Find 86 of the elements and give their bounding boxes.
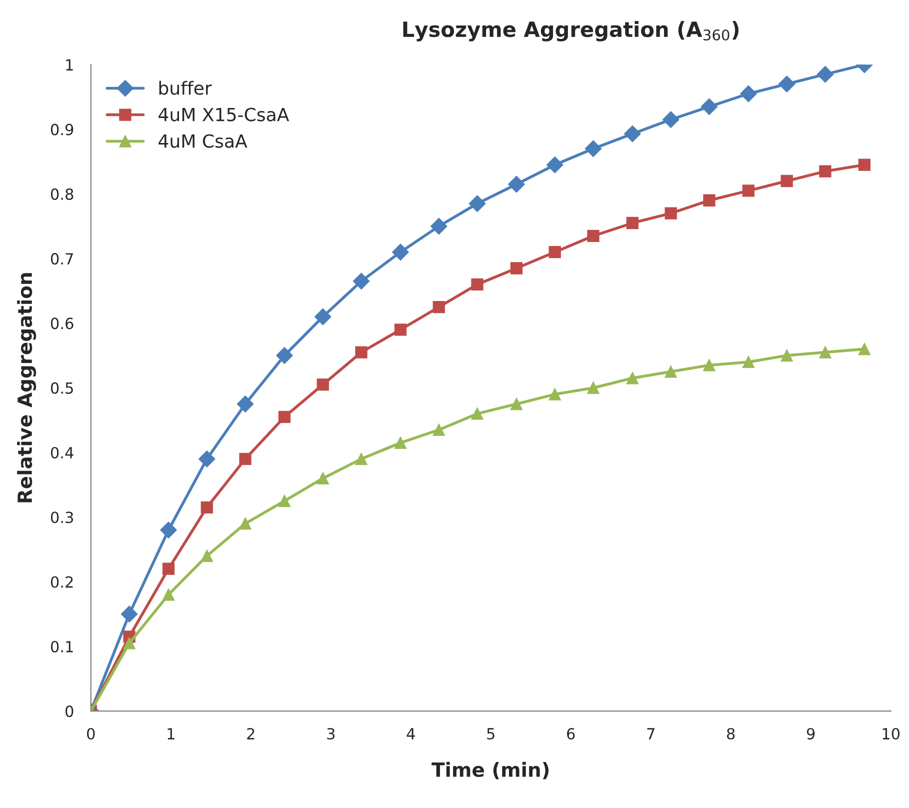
- x-axis-title: Time (min): [432, 762, 549, 780]
- x-tick-label: 9: [806, 728, 815, 740]
- point: [742, 184, 755, 197]
- x-tick-label: 4: [406, 728, 415, 740]
- point: [587, 230, 600, 242]
- point: [278, 410, 291, 424]
- point: [432, 300, 445, 314]
- point: [548, 388, 561, 400]
- point: [239, 452, 252, 466]
- point: [200, 550, 213, 562]
- point: [276, 347, 293, 364]
- point: [508, 176, 525, 193]
- point: [355, 452, 368, 466]
- x-tick-label: 1: [168, 728, 174, 740]
- point: [626, 372, 639, 384]
- point: [162, 588, 175, 601]
- point: [587, 382, 600, 394]
- point: [392, 244, 409, 260]
- x-tick-label: 2: [247, 728, 254, 740]
- point: [700, 98, 718, 116]
- point: [471, 408, 484, 420]
- point: [278, 494, 291, 508]
- point: [239, 518, 252, 530]
- y-tick-label: 0.1: [50, 640, 73, 652]
- point: [858, 158, 870, 171]
- y-tick-label: 1: [66, 59, 73, 70]
- point: [314, 308, 332, 326]
- point: [816, 66, 834, 83]
- point: [316, 472, 329, 484]
- y-axis-title: Relative Aggregation: [17, 273, 36, 502]
- legend-label: 4uM X15-CsaA: [158, 108, 290, 122]
- point: [510, 398, 523, 410]
- point: [468, 195, 486, 212]
- point: [742, 356, 755, 368]
- x-tick-label: 8: [727, 728, 735, 740]
- x-tick-label: 7: [647, 728, 654, 740]
- point: [430, 218, 448, 235]
- legend-label: buffer: [159, 80, 212, 95]
- point: [162, 562, 175, 575]
- y-tick-label: 0.4: [50, 446, 74, 458]
- point: [471, 278, 484, 290]
- point: [819, 165, 832, 178]
- point: [624, 125, 641, 142]
- point: [198, 450, 216, 468]
- point: [200, 501, 213, 514]
- y-tick-label: 0.3: [50, 512, 74, 524]
- y-tick-label: 0: [66, 706, 74, 718]
- point: [858, 342, 870, 356]
- point: [510, 262, 523, 274]
- point: [819, 346, 832, 358]
- point: [394, 436, 407, 449]
- point: [780, 349, 793, 362]
- y-tick-label: 0.2: [50, 576, 73, 588]
- y-tick-label: 0.9: [50, 124, 74, 136]
- y-tick-label: 0.8: [50, 188, 74, 200]
- x-tick-label: 5: [487, 728, 494, 740]
- point: [123, 637, 136, 650]
- point: [703, 359, 716, 372]
- point: [584, 140, 602, 158]
- x-tick-label: 3: [327, 728, 335, 740]
- point: [740, 85, 757, 102]
- point: [352, 272, 370, 290]
- x-tick-label: 0: [87, 728, 95, 740]
- point: [664, 207, 677, 220]
- point: [432, 424, 445, 436]
- point: [394, 324, 407, 336]
- point: [120, 606, 138, 622]
- point: [316, 378, 329, 391]
- legend-label: 4uM CsaA: [158, 134, 248, 148]
- point: [236, 396, 254, 412]
- point: [546, 156, 564, 174]
- y-tick-label: 0.5: [50, 382, 73, 394]
- point: [780, 174, 793, 188]
- point: [355, 346, 368, 358]
- x-tick-label: 6: [567, 728, 575, 740]
- point: [548, 246, 561, 258]
- chart-title: Lysozyme Aggregation (A$_{360}$): [403, 21, 739, 42]
- point: [160, 522, 177, 538]
- point: [703, 194, 716, 206]
- y-tick-label: 0.7: [50, 253, 73, 265]
- point: [778, 76, 796, 92]
- x-tick-label: 10: [882, 728, 900, 740]
- point: [664, 366, 677, 378]
- point: [626, 216, 639, 230]
- y-tick-label: 0.6: [50, 318, 74, 330]
- point: [662, 111, 680, 128]
